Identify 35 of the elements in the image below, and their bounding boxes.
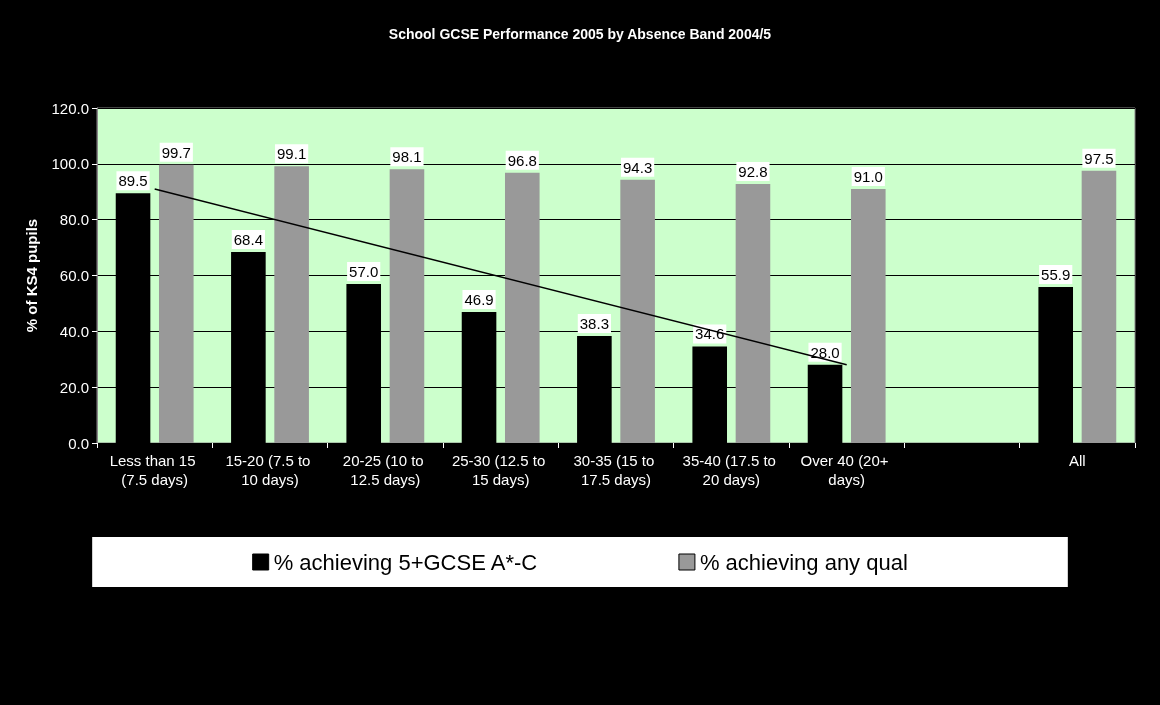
x-tick-label: 30-35 (15 to 17.5 days): [573, 452, 659, 488]
y-axis-title: % of KS4 pupils: [23, 218, 40, 333]
chart-title: School GCSE Performance 2005 by Absence Band 2004/5: [388, 26, 772, 42]
x-tick-label: 25-30 (12.5 to 15 days): [451, 452, 550, 488]
y-tick-label: 60.0: [59, 267, 89, 284]
data-label: 46.9: [464, 291, 494, 309]
x-tick-label: Over 40 (20+ days): [800, 452, 893, 488]
x-tick-label: 20-25 (10 to 12.5 days): [342, 452, 428, 488]
data-label: 38.3: [579, 315, 609, 333]
data-label: 28.0: [810, 343, 840, 361]
data-label: 57.0: [349, 262, 379, 280]
y-tick-label: 100.0: [51, 155, 89, 173]
legend-label: % achieving any qual: [699, 549, 908, 575]
data-label: 34.6: [695, 325, 725, 343]
x-tick-label: Less than 15 (7.5 days): [109, 452, 200, 488]
data-label: 89.5: [118, 172, 148, 190]
data-label: 96.8: [507, 151, 537, 169]
data-label: 97.5: [1084, 149, 1114, 167]
data-label: 99.7: [161, 143, 191, 161]
x-tick-label: 35-40 (17.5 to 20 days): [682, 452, 781, 488]
y-tick-label: 0.0: [68, 434, 89, 452]
data-label: 98.1: [392, 148, 422, 166]
legend-label: % achieving 5+GCSE A*-C: [273, 549, 538, 575]
y-tick-label: 80.0: [59, 211, 89, 229]
data-label: 99.1: [277, 145, 307, 163]
y-tick-label: 120.0: [51, 99, 89, 117]
data-label: 94.3: [623, 158, 653, 176]
data-label: 92.8: [738, 162, 768, 180]
x-tick-label: All: [1069, 452, 1086, 469]
data-label: 55.9: [1041, 265, 1071, 283]
y-tick-label: 20.0: [59, 378, 89, 396]
x-tick-label: 15-20 (7.5 to 10 days): [225, 452, 315, 488]
y-tick-label: 40.0: [59, 322, 89, 340]
data-label: 68.4: [233, 231, 263, 249]
data-label: 91.0: [853, 167, 883, 185]
